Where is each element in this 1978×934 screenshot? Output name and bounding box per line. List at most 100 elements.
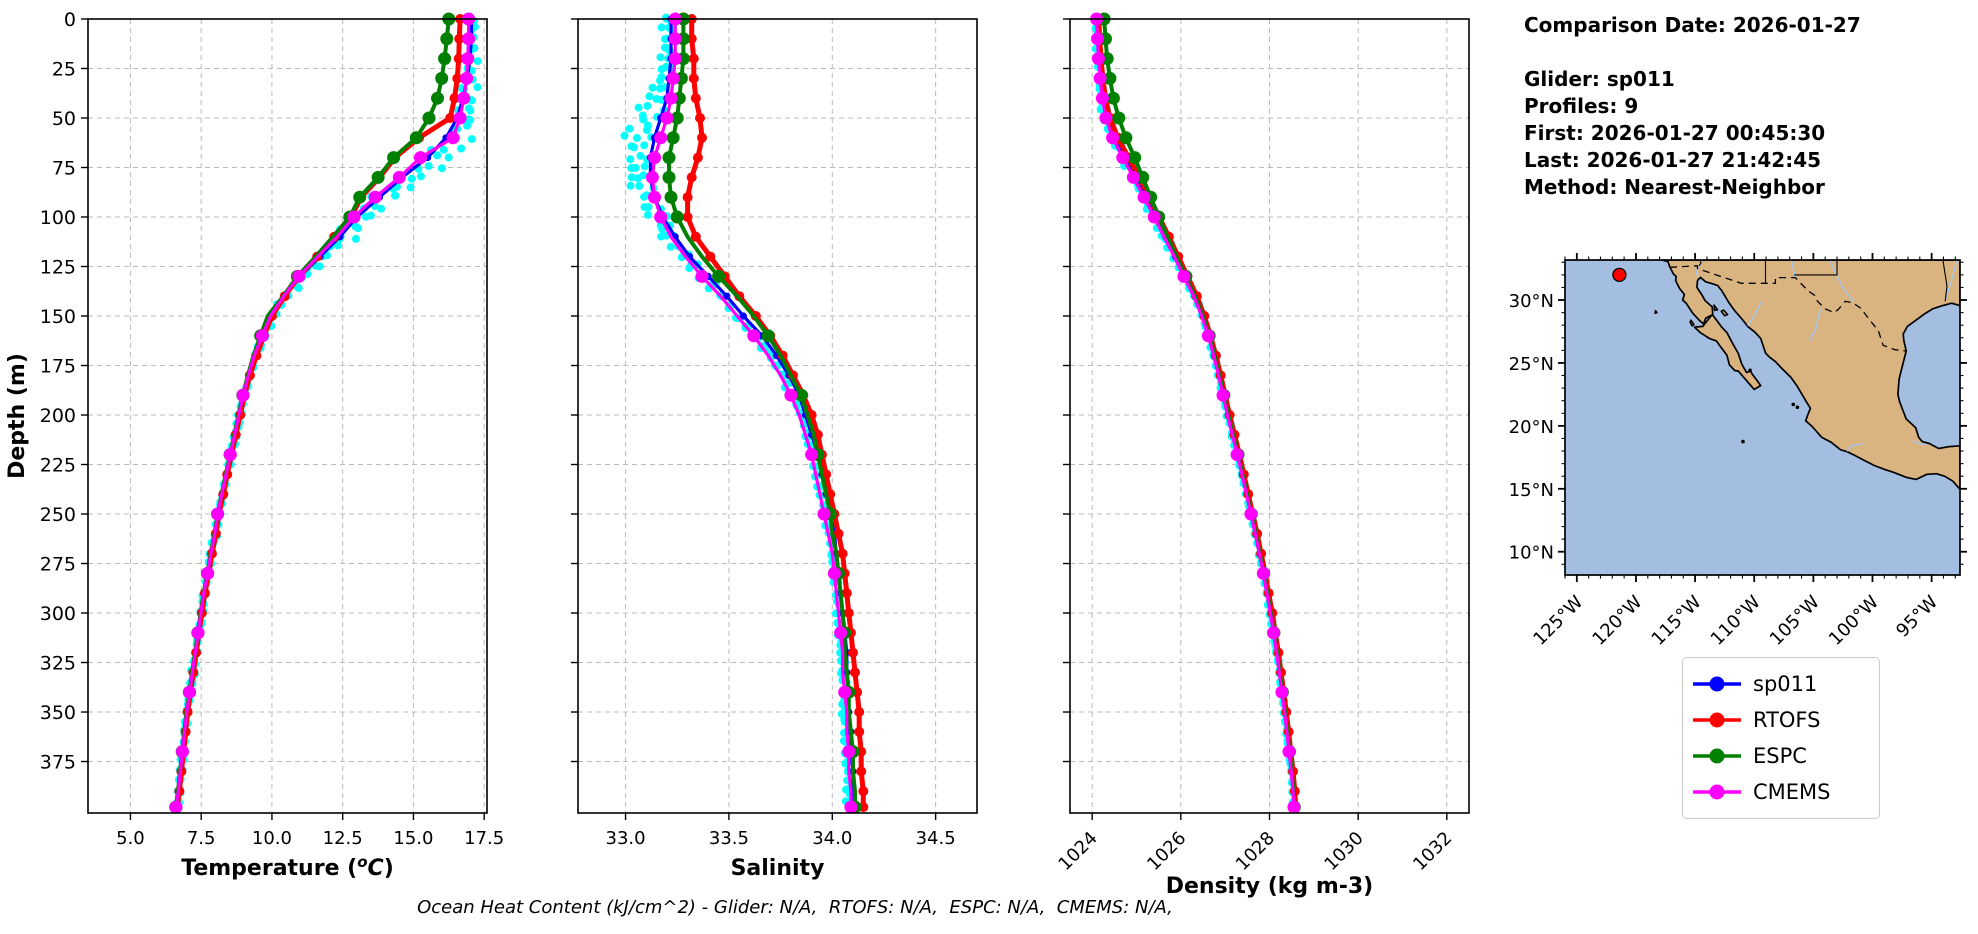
- RTOFS-marker: [848, 647, 858, 658]
- scatter-dot: [625, 124, 634, 133]
- scatter-dot: [632, 134, 641, 142]
- scatter-dot: [629, 143, 638, 152]
- depth-tick-label: 275: [40, 554, 76, 576]
- map-island: [1689, 319, 1695, 327]
- x-tick-label: 7.5: [187, 828, 216, 849]
- RTOFS-marker: [858, 786, 869, 797]
- RTOFS-marker: [686, 172, 697, 183]
- CMEMS-marker: [183, 685, 197, 699]
- depth-tick-label: 0: [64, 9, 76, 31]
- scatter-dot: [620, 131, 629, 140]
- CMEMS-marker: [1256, 566, 1270, 580]
- ESPC-marker: [664, 190, 678, 204]
- scatter-dot: [457, 144, 466, 153]
- CMEMS-marker: [648, 190, 661, 204]
- legend: sp011 RTOFS ESPC CMEMS: [1682, 657, 1880, 819]
- temperature-CMEMS-series: [169, 12, 476, 814]
- CMEMS-marker: [842, 745, 856, 759]
- scatter-dot: [351, 234, 360, 243]
- RTOFS-marker: [697, 132, 707, 143]
- CMEMS-marker: [1106, 131, 1120, 145]
- CMEMS-marker: [654, 210, 668, 224]
- scatter-dot: [645, 92, 654, 101]
- glider-name-text: Glider: sp011: [1524, 67, 1675, 91]
- map-island: [1720, 309, 1729, 317]
- map-state-line: [1942, 260, 1948, 302]
- depth-tick-label: 300: [40, 603, 76, 625]
- RTOFS-marker: [690, 93, 701, 104]
- map-land: [1661, 260, 1960, 491]
- CMEMS-marker: [169, 800, 183, 814]
- scatter-dot: [634, 103, 643, 112]
- CMEMS-marker: [462, 32, 476, 46]
- depth-tick-label: 150: [40, 306, 76, 328]
- scatter-dot: [424, 162, 433, 170]
- CMEMS-marker: [1091, 52, 1105, 66]
- map-border-dashed: [1669, 265, 1907, 352]
- ESPC-marker: [712, 269, 726, 283]
- CMEMS-marker: [645, 170, 659, 184]
- ESPC-marker: [670, 210, 684, 224]
- ESPC-marker: [662, 151, 676, 165]
- CMEMS-line: [174, 19, 471, 808]
- RTOFS-marker: [850, 667, 860, 678]
- scatter-dot: [636, 151, 645, 160]
- CMEMS-marker: [1093, 71, 1107, 85]
- lon-tick-label: 100°W: [1825, 592, 1883, 650]
- scatter-dot: [644, 203, 653, 212]
- map-ticks: [1558, 253, 1967, 582]
- temperature-grid: [88, 18, 487, 813]
- scatter-dot: [626, 181, 635, 190]
- RTOFS-line: [685, 19, 866, 808]
- map-island: [1654, 309, 1658, 315]
- RTOFS-marker: [705, 251, 716, 262]
- CMEMS-marker: [414, 151, 427, 165]
- depth-tick-label: 25: [52, 59, 76, 81]
- scatter-dot: [464, 104, 473, 113]
- glider-location-marker: [1612, 267, 1627, 283]
- lon-tick-label: 120°W: [1588, 592, 1646, 650]
- scatter-dot: [644, 210, 652, 219]
- CMEMS-marker: [446, 131, 460, 145]
- profiles-count-text: Profiles: 9: [1524, 94, 1639, 118]
- scatter-dot: [639, 171, 648, 180]
- ESPC-marker: [666, 131, 680, 145]
- lat-tick-label: 10°N: [1509, 543, 1554, 564]
- temperature-spines: [87, 18, 488, 814]
- ESPC-marker: [438, 52, 452, 66]
- CMEMS-line: [1095, 18, 1296, 808]
- RTOFS-marker: [692, 152, 703, 163]
- x-tick-label: 1024: [1054, 828, 1101, 875]
- RTOFS-marker: [841, 588, 852, 599]
- ESPC-line: [173, 18, 451, 808]
- density-axis-label: Density (kg m-3): [1166, 874, 1374, 899]
- last-profile-time-text: Last: 2026-01-27 21:42:45: [1524, 148, 1822, 172]
- scatter-dot: [315, 262, 324, 271]
- ESPC-marker: [1112, 111, 1126, 125]
- RTOFS-marker: [682, 192, 693, 203]
- map-river: [1829, 260, 1855, 302]
- depth-tick-label: 375: [40, 752, 76, 774]
- scatter-dot: [333, 241, 342, 250]
- CMEMS-marker: [1091, 32, 1104, 46]
- x-tick-label: 1030: [1320, 828, 1367, 875]
- CMEMS-marker: [805, 448, 819, 462]
- ESPC-marker: [761, 329, 775, 343]
- CMEMS-marker: [747, 329, 761, 343]
- CMEMS-marker: [666, 71, 680, 85]
- comparison-date-text: Comparison Date: 2026-01-27: [1524, 13, 1861, 37]
- temperature-sp011-series: [172, 15, 475, 811]
- CMEMS-marker: [654, 131, 668, 145]
- RTOFS-marker: [695, 113, 705, 123]
- scatter-dot: [635, 182, 644, 190]
- map-river: [1846, 442, 1864, 452]
- x-tick-label: 1028: [1232, 828, 1279, 875]
- x-tick-label: 34.5: [916, 828, 956, 849]
- RTOFS-marker: [688, 53, 699, 64]
- x-tick-label: 1032: [1409, 828, 1456, 875]
- legend-item-cmems: CMEMS: [1691, 774, 1869, 810]
- CMEMS-marker: [176, 745, 189, 759]
- CMEMS-marker: [347, 210, 361, 224]
- CMEMS-marker: [236, 388, 250, 402]
- scatter-dot: [656, 76, 665, 85]
